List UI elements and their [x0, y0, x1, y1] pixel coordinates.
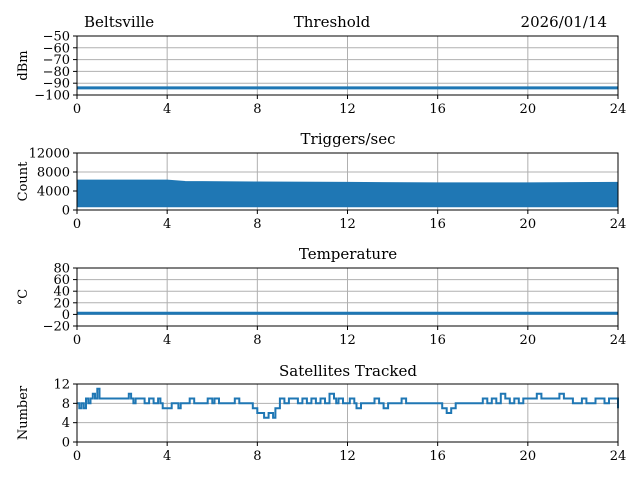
satellites-xtick-label: 12 — [339, 449, 356, 464]
temperature-ylabel: °C — [16, 289, 31, 306]
threshold-xtick-label: 8 — [253, 102, 261, 117]
threshold-ylabel: dBm — [16, 50, 31, 80]
threshold-ytick-label: −70 — [43, 53, 70, 68]
satellites-xtick-label: 16 — [429, 449, 446, 464]
triggers-ytick-label: 4000 — [37, 185, 70, 200]
temperature-xtick-label: 12 — [339, 333, 356, 348]
satellites-xtick-label: 8 — [253, 449, 261, 464]
temperature-ytick-label: 40 — [53, 285, 70, 300]
triggers-xtick-label: 16 — [429, 217, 446, 232]
threshold-panel: Threshold 0 4 8 12 16 20 24 −50−60−70−80−90−100… — [16, 13, 626, 117]
temperature-xtick-label: 24 — [610, 333, 627, 348]
triggers-title: Triggers/sec — [301, 130, 396, 148]
satellites-title: Satellites Tracked — [279, 362, 417, 380]
triggers-ytick-label: 8000 — [37, 166, 70, 181]
satellites-xtick-label: 20 — [520, 449, 537, 464]
threshold-xtick-label: 20 — [520, 102, 537, 117]
triggers-panel: Triggers/sec 0 4 8 12 16 20 24 12000 8000 4000 0 Co… — [16, 130, 626, 232]
satellites-ytick-label: 0 — [62, 436, 70, 451]
temperature-xtick-label: 4 — [163, 333, 171, 348]
threshold-ytick-label: −90 — [43, 77, 70, 92]
temperature-xtick-label: 8 — [253, 333, 261, 348]
triggers-xtick-label: 24 — [610, 217, 627, 232]
temperature-xtick-label: 16 — [429, 333, 446, 348]
triggers-xtick-label: 8 — [253, 217, 261, 232]
date-label: 2026/01/14 — [521, 13, 607, 31]
satellites-xtick-label: 24 — [610, 449, 627, 464]
threshold-xtick-label: 4 — [163, 102, 171, 117]
threshold-ytick-label: −100 — [34, 89, 70, 104]
temperature-ytick-label: 60 — [53, 273, 70, 288]
satellites-ylabel: Number — [16, 385, 31, 440]
satellites-ytick-label: 12 — [53, 378, 70, 393]
triggers-area — [76, 179, 619, 208]
triggers-xtick-label: 0 — [73, 217, 81, 232]
satellites-ytick-label: 4 — [62, 416, 70, 431]
temperature-ytick-label: 20 — [53, 296, 70, 311]
satellites-panel: Satellites Tracked 0 4 8 12 16 20 24 12 8 4 0 Numbe… — [16, 362, 626, 464]
station-label: Beltsville — [84, 13, 154, 31]
triggers-xtick-label: 4 — [163, 217, 171, 232]
satellites-ytick-label: 8 — [62, 397, 70, 412]
threshold-xtick-label: 24 — [610, 102, 627, 117]
triggers-xtick-label: 12 — [339, 217, 356, 232]
satellites-line — [77, 387, 619, 419]
temperature-xtick-label: 0 — [73, 333, 81, 348]
threshold-xtick-label: 16 — [429, 102, 446, 117]
threshold-title: Threshold — [294, 13, 371, 31]
threshold-ytick-label: −80 — [43, 65, 70, 80]
temperature-ytick-label: −20 — [43, 320, 70, 335]
triggers-ylabel: Count — [16, 161, 31, 202]
temperature-xtick-label: 20 — [520, 333, 537, 348]
threshold-xtick-label: 0 — [73, 102, 81, 117]
triggers-ytick-label: 0 — [62, 204, 70, 219]
satellites-xtick-label: 4 — [163, 449, 171, 464]
threshold-ytick-label: −50 — [43, 30, 70, 45]
temperature-title: Temperature — [299, 245, 397, 263]
triggers-xtick-label: 20 — [520, 217, 537, 232]
temperature-ytick-label: 80 — [53, 262, 70, 277]
temperature-ytick-label: 0 — [62, 308, 70, 323]
satellites-xtick-label: 0 — [73, 449, 81, 464]
triggers-ytick-label: 12000 — [29, 147, 70, 162]
threshold-xtick-label: 12 — [339, 102, 356, 117]
threshold-ytick-label: −60 — [43, 41, 70, 56]
